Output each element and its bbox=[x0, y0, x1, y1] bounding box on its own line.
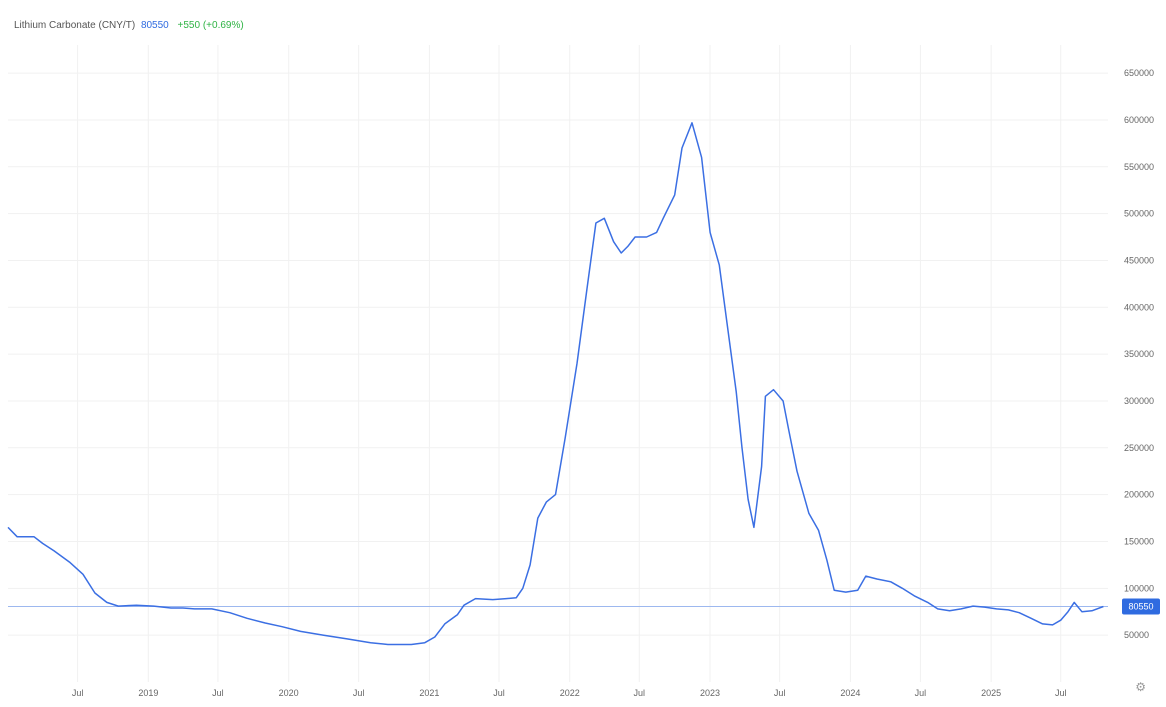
x-tick-label-9: 2023 bbox=[700, 688, 720, 698]
y-tick-label-0: 50000 bbox=[1124, 630, 1149, 640]
price-change: +550 (+0.69%) bbox=[177, 20, 244, 31]
y-tick-label-9: 500000 bbox=[1124, 209, 1154, 219]
x-tick-label-7: 2022 bbox=[560, 688, 580, 698]
y-tick-label-7: 400000 bbox=[1124, 302, 1154, 312]
y-tick-label-3: 200000 bbox=[1124, 490, 1154, 500]
gear-icon[interactable]: ⚙ bbox=[1135, 680, 1146, 694]
x-tick-label-8: Jul bbox=[634, 688, 646, 698]
x-tick-label-10: Jul bbox=[774, 688, 786, 698]
y-tick-label-6: 350000 bbox=[1124, 349, 1154, 359]
y-tick-label-12: 650000 bbox=[1124, 68, 1154, 78]
y-tick-label-11: 600000 bbox=[1124, 115, 1154, 125]
y-tick-label-10: 550000 bbox=[1124, 162, 1154, 172]
x-tick-label-2: Jul bbox=[212, 688, 224, 698]
series-line-0 bbox=[7, 122, 1104, 646]
y-tick-label-2: 150000 bbox=[1124, 536, 1154, 546]
y-tick-label-4: 250000 bbox=[1124, 443, 1154, 453]
x-tick-label-0: Jul bbox=[72, 688, 84, 698]
y-tick-label-1: 100000 bbox=[1124, 583, 1154, 593]
x-tick-label-4: Jul bbox=[353, 688, 365, 698]
x-tick-label-5: 2021 bbox=[419, 688, 439, 698]
current-price: 80550 bbox=[140, 20, 169, 31]
x-tick-label-3: 2020 bbox=[279, 688, 299, 698]
y-tick-label-5: 300000 bbox=[1124, 396, 1154, 406]
y-tick-label-8: 450000 bbox=[1124, 255, 1154, 265]
x-tick-label-14: Jul bbox=[1055, 688, 1067, 698]
x-tick-label-13: 2025 bbox=[981, 688, 1001, 698]
x-tick-label-12: Jul bbox=[915, 688, 927, 698]
last-price-badge bbox=[1122, 598, 1160, 615]
instrument-title: Lithium Carbonate (CNY/T) bbox=[14, 20, 136, 31]
x-tick-label-1: 2019 bbox=[138, 688, 158, 698]
chart-header: Lithium Carbonate (CNY/T) 80550 +550 (+0… bbox=[14, 20, 244, 31]
x-tick-label-11: 2024 bbox=[840, 688, 860, 698]
last-price-badge-label: 80550 bbox=[1128, 602, 1153, 612]
x-tick-label-6: Jul bbox=[493, 688, 505, 698]
